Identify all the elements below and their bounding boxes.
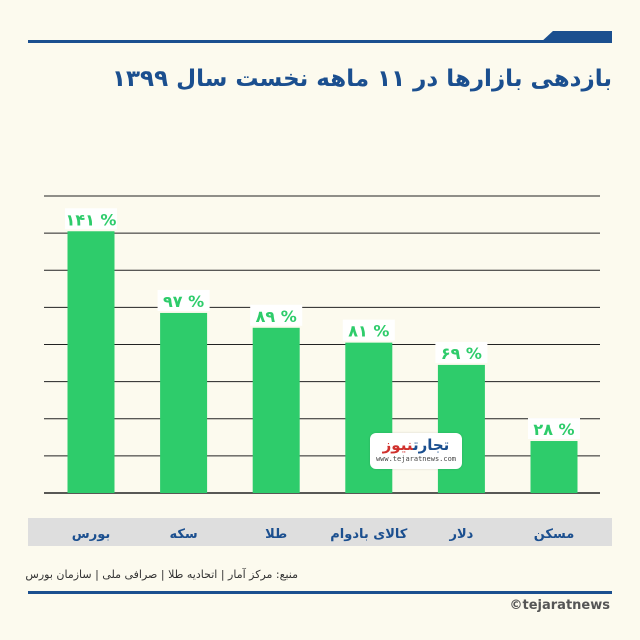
top-rule: [28, 40, 588, 43]
category-label: کالای بادوام: [330, 527, 408, 542]
value-label: ۹۷ %: [163, 292, 204, 311]
value-label-bg: [157, 289, 210, 311]
bar-6: [530, 441, 578, 493]
value-label-bg: [65, 208, 117, 230]
bar-4: [345, 342, 393, 493]
category-label: دلار: [448, 527, 473, 542]
value-label: ۸۱ %: [348, 322, 389, 341]
value-label-bg: [250, 304, 303, 326]
logo-wordmark: تجارتنیوز: [382, 436, 450, 454]
bar-1: [67, 231, 115, 494]
bottom-rule: [28, 591, 612, 594]
value-label: ۶۹ %: [441, 344, 482, 363]
social-handle: ©tejaratnews: [509, 598, 610, 613]
value-label: ۱۴۱ %: [66, 210, 117, 229]
top-accent-tab: [540, 31, 612, 43]
bar-5: [437, 364, 485, 493]
value-label: ۲۸ %: [533, 420, 574, 439]
category-label: بورس: [72, 527, 110, 542]
category-label: سکه: [169, 527, 197, 542]
category-band: [28, 518, 612, 546]
category-label: مسکن: [534, 527, 575, 542]
value-label: ۸۹ %: [256, 307, 297, 326]
logo-url: www.tejaratnews.com: [375, 455, 457, 463]
value-label-bg: [435, 341, 488, 363]
chart-title: بازدهی بازارها در ۱۱ ماهه نخست سال ۱۳۹۹: [111, 66, 612, 92]
value-label-bg: [528, 418, 580, 440]
bar-2: [160, 312, 208, 493]
source-note: منبع: مرکز آمار | اتحادیه طلا | صرافی مل…: [25, 568, 298, 581]
value-label-bg: [342, 319, 395, 341]
bar-3: [252, 327, 300, 493]
tejaratnews-logo: تجارتنیوز www.tejaratnews.com: [370, 433, 462, 469]
category-label: طلا: [265, 527, 287, 542]
